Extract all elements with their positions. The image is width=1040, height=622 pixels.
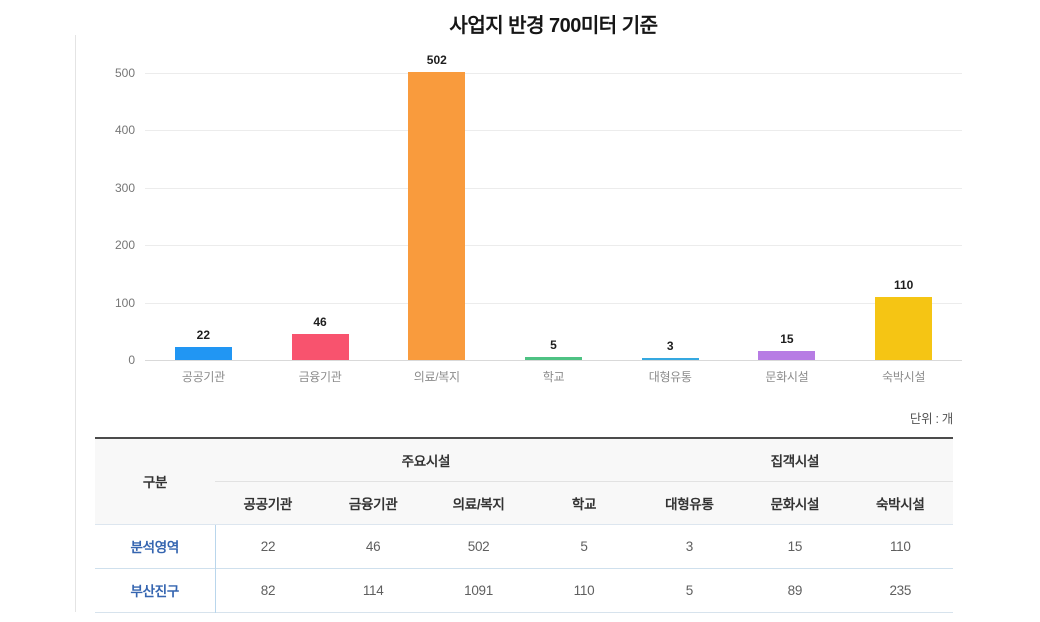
chart-title: 사업지 반경 700미터 기준	[449, 15, 658, 37]
gridline	[145, 302, 962, 304]
unit-label: 단위 : 개	[909, 412, 953, 426]
left-panel-border	[75, 35, 76, 612]
table-column-header: 공공기관	[215, 481, 321, 525]
x-axis-category-label: 문화시설	[765, 370, 809, 384]
table-cell: 1091	[425, 567, 532, 612]
bar-2	[291, 334, 349, 360]
x-axis-category-label: 공공기관	[181, 370, 225, 384]
y-axis-tick-label: 100	[114, 295, 135, 310]
table-row-header: 부산진구	[95, 567, 216, 612]
gridline	[145, 130, 962, 132]
table-column-header: 의료/복지	[425, 481, 532, 525]
table-cell: 110	[847, 524, 953, 568]
bar-5	[641, 358, 699, 360]
bar-3	[408, 72, 466, 360]
table-column-header: 문화시설	[742, 481, 848, 525]
x-axis-category-label: 의료/복지	[413, 370, 460, 384]
table-column-header: 대형유통	[636, 481, 743, 525]
bar-value-label: 502	[426, 53, 447, 67]
table-cell: 3	[636, 524, 743, 568]
x-axis-category-label: 대형유통	[648, 370, 692, 384]
table-corner-header: 구분	[95, 438, 215, 525]
x-axis-category-label: 학교	[542, 370, 565, 384]
table-cell: 15	[742, 524, 848, 568]
table-group-header: 집객시설	[636, 438, 953, 482]
bar-4	[525, 357, 582, 360]
y-axis-tick-label: 300	[114, 180, 135, 195]
table-column-header: 학교	[531, 481, 637, 525]
table-column-header: 금융기관	[320, 481, 426, 525]
table-cell: 502	[425, 524, 532, 568]
table-cell: 235	[847, 567, 953, 612]
gridline	[145, 73, 962, 74]
y-axis-tick-label: 500	[114, 66, 135, 80]
table-group-header: 주요시설	[215, 438, 637, 482]
table-cell: 89	[742, 567, 848, 612]
table-cell: 22	[215, 524, 321, 568]
gridline	[145, 245, 962, 247]
table-cell: 5	[531, 524, 637, 568]
bar-value-label: 46	[313, 315, 327, 329]
gridline	[145, 187, 962, 189]
y-axis-tick-label: 400	[114, 123, 135, 138]
table-row: 부산진구 82 114 1091 110 5 89 235	[95, 567, 953, 612]
bar-value-label: 5	[550, 338, 557, 352]
table-cell: 5	[636, 567, 743, 612]
bar-value-label: 3	[666, 339, 674, 353]
table-row-header: 분석영역	[95, 524, 216, 568]
bar-6	[758, 351, 816, 360]
table-cell: 46	[320, 524, 426, 568]
table-cell: 82	[215, 567, 321, 612]
bar-value-label: 15	[780, 332, 794, 346]
x-axis-category-label: 숙박시설	[882, 370, 926, 384]
bar-7	[875, 297, 933, 360]
bar-value-label: 110	[893, 278, 914, 292]
y-axis-tick-label: 0	[128, 353, 135, 367]
y-axis-tick-label: 200	[114, 238, 135, 253]
table-cell: 110	[531, 567, 637, 612]
x-axis-category-label: 금융기관	[298, 370, 342, 384]
bar-chart: 0 100 200 300 400 500 22 공공기관 46 금융기관 502 의료/복지 5 학교 3…	[115, 53, 962, 384]
bar-1	[174, 347, 232, 360]
table-row: 분석영역 22 46 502 5 3 15 110	[95, 524, 953, 568]
bar-value-label: 22	[196, 328, 211, 342]
table-cell: 114	[320, 567, 426, 612]
table-column-header: 숙박시설	[847, 481, 953, 525]
x-axis-line	[145, 360, 962, 361]
